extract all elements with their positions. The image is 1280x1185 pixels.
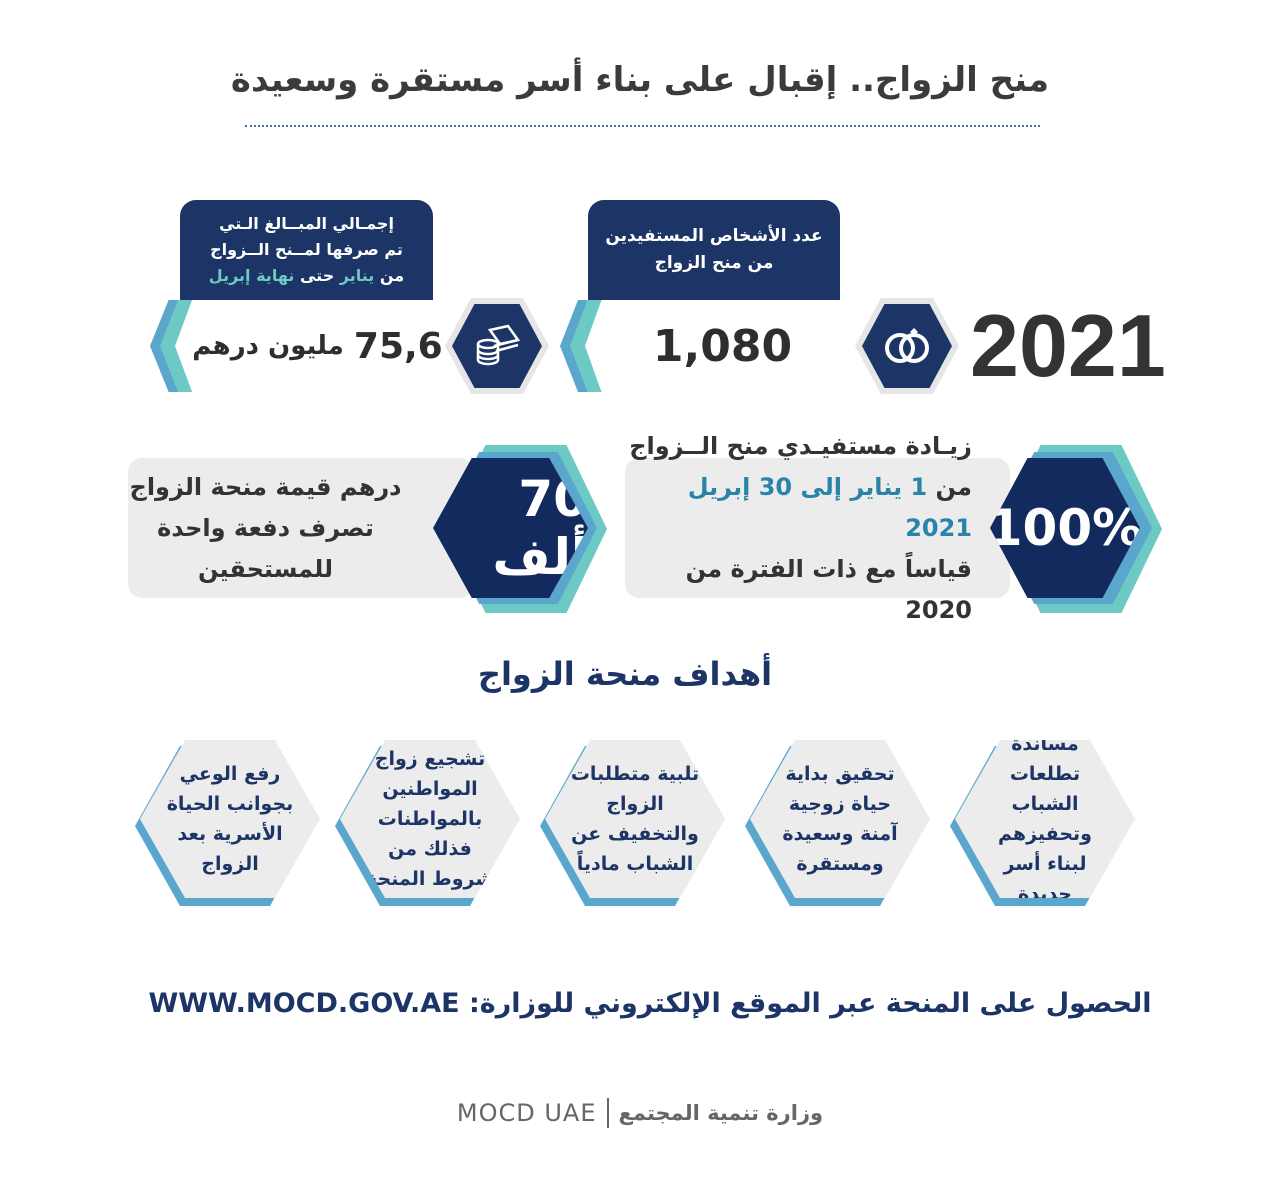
footer-divider — [606, 1098, 609, 1128]
rings-icon — [862, 304, 952, 388]
beneficiaries-header-line2: من منح الزواج — [654, 253, 774, 273]
increase-value-hex: 100% — [990, 458, 1140, 598]
text: من — [935, 472, 972, 501]
grant-description: درهم قيمة منحة الزواج تصرف دفعة واحدة لل… — [128, 458, 473, 598]
footer-ar: وزارة تنمية المجتمع — [618, 1101, 824, 1125]
website-text: الحصول على المنحة عبر الموقع الإلكتروني … — [148, 988, 1152, 1019]
page-title: منح الزواج.. إقبال على بناء أسر مستقرة و… — [230, 60, 1050, 100]
text: يناير — [339, 266, 375, 285]
goal-hexagon: تحقيق بداية حياة زوجية آمنة وسعيدة ومستق… — [745, 740, 930, 906]
beneficiaries-value: 1,080 — [585, 300, 860, 392]
footer-logo: MOCD UAE وزارة تنمية المجتمع — [440, 1098, 840, 1128]
beneficiaries-header: عدد الأشخاص المستفيدين من منح الزواج — [588, 200, 840, 300]
increase-description: زيـادة مستفيـدي منح الــزواج من 1 يناير … — [625, 432, 1010, 624]
footer-en: MOCD UAE — [456, 1099, 597, 1127]
increase-value: 100% — [987, 499, 1143, 557]
grant-line1: درهم قيمة منحة الزواج — [129, 472, 402, 501]
grant-line3: للمستحقين — [197, 554, 334, 583]
increase-line3: قياساً مع ذات الفترة من 2020 — [685, 554, 972, 624]
amount-header-line1: إجمـالي المبــالغ الـتي — [219, 214, 394, 233]
year-label: 2021 — [970, 296, 1166, 395]
amount-header-line3: من يناير حتى نهاية إبريل — [180, 263, 433, 289]
goal-hexagon: مساندة تطلعات الشباب وتحفيزهم لبناء أسر … — [950, 740, 1135, 906]
text: حتى — [299, 266, 335, 285]
goal-hexagon: تشجيع زواج المواطنين بالمواطنات فذلك من … — [335, 740, 520, 906]
increase-line1: زيـادة مستفيـدي منح الــزواج — [629, 431, 972, 460]
text: من — [379, 266, 405, 285]
goal-hexagon: رفع الوعي بجوانب الحياة الأسرية بعد الزو… — [135, 740, 320, 906]
amount-header-line2: تم صرفها لمــنح الــزواج — [210, 240, 403, 259]
increase-line2: من 1 يناير إلى 30 إبريل 2021 — [625, 467, 972, 549]
beneficiaries-header-line1: عدد الأشخاص المستفيدين — [605, 226, 823, 246]
title-divider — [245, 125, 1040, 127]
amount-header: إجمـالي المبــالغ الـتي تم صرفها لمــنح … — [180, 200, 433, 300]
text: 1 يناير إلى 30 إبريل 2021 — [687, 472, 972, 542]
amount-unit: مليون درهم — [192, 331, 344, 361]
text: نهاية إبريل — [208, 266, 295, 285]
amount-value-box: 75,6 مليون درهم — [175, 300, 460, 392]
goals-title: أهداف منحة الزواج — [477, 655, 773, 693]
goal-hexagon: تلبية متطلبات الزواج والتخفيف عن الشباب … — [540, 740, 725, 906]
grant-line2: تصرف دفعة واحدة — [157, 513, 374, 542]
money-coins-icon — [452, 304, 542, 388]
grant-value: 70 ألف — [492, 470, 588, 586]
amount-value: 75,6 — [353, 325, 443, 367]
